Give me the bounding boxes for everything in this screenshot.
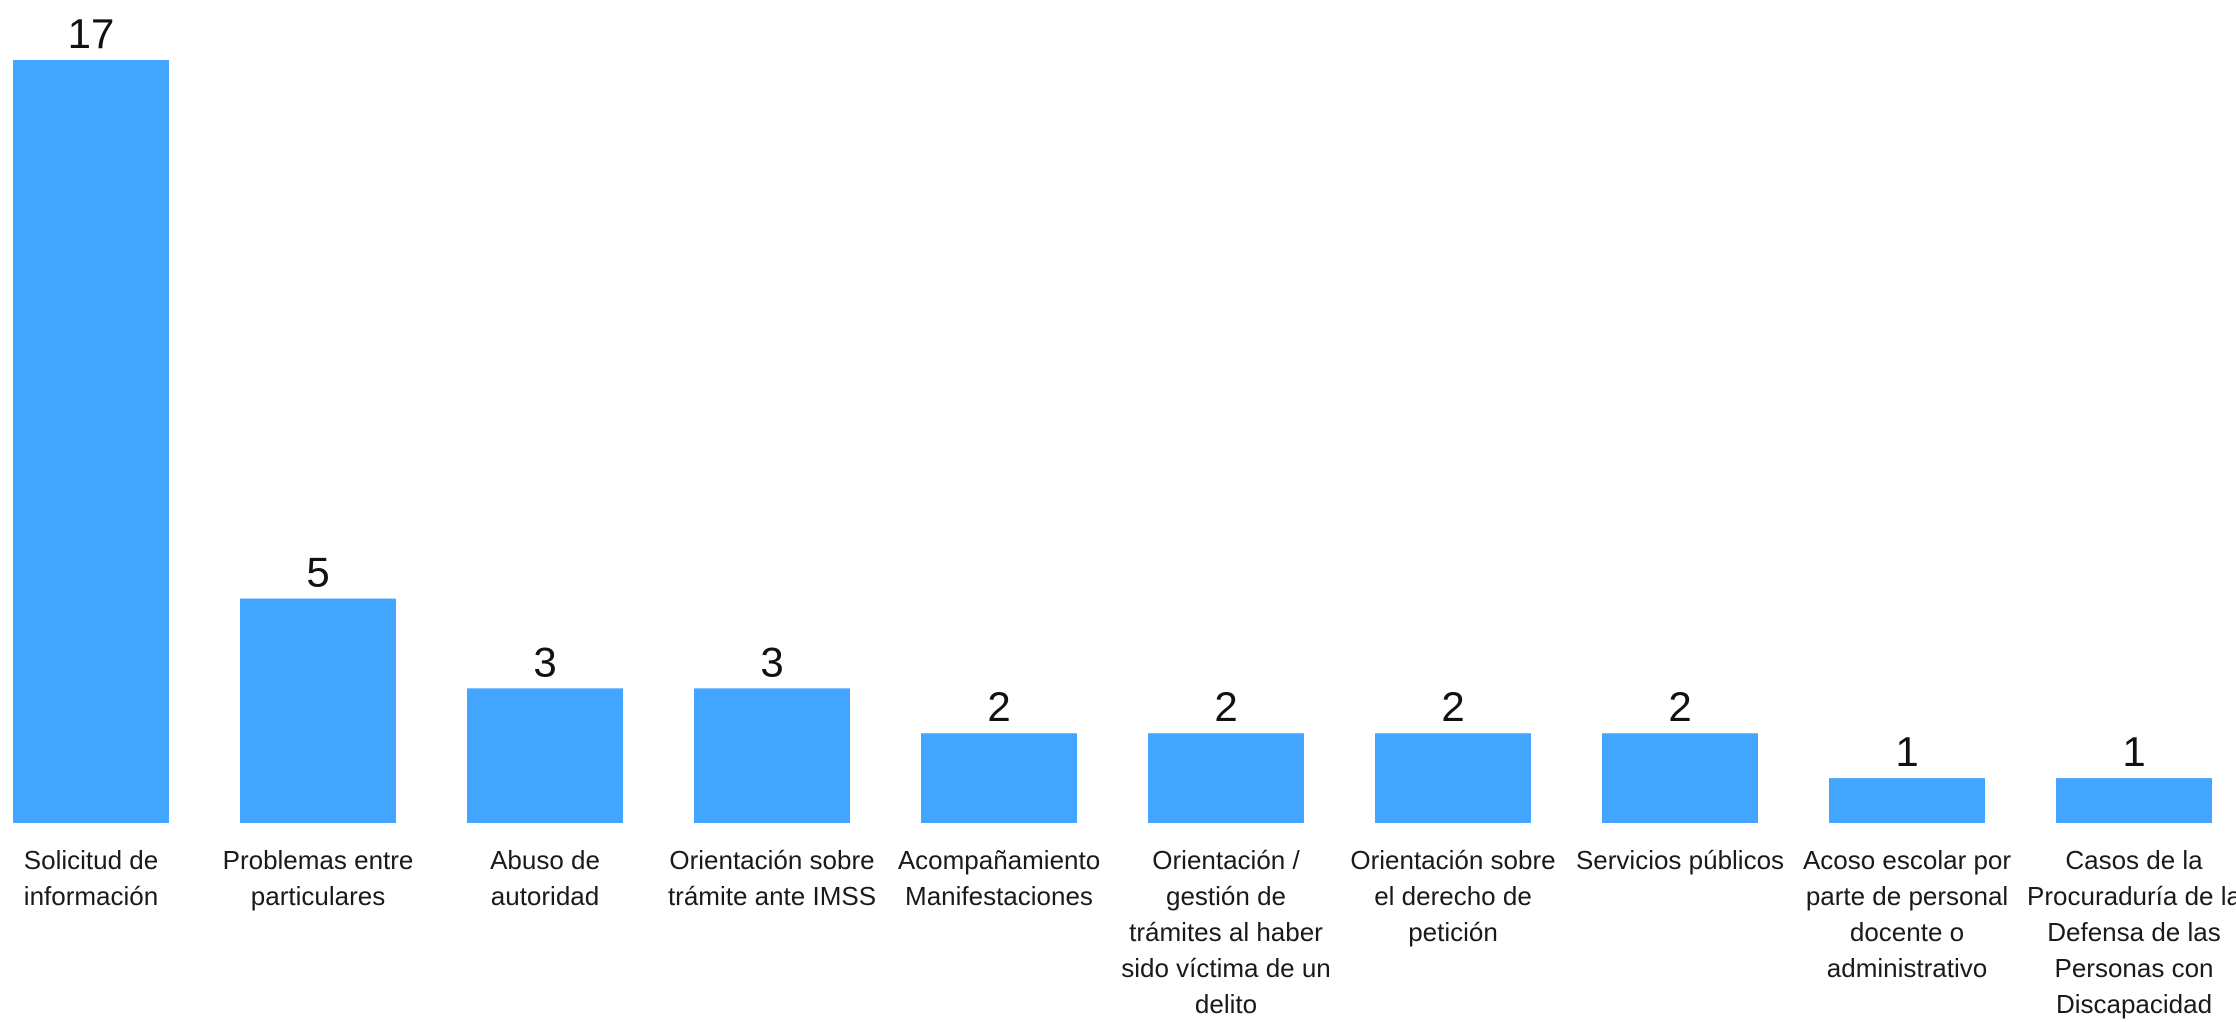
category-label: Servicios públicos <box>1573 842 1788 878</box>
category-label: Acoso escolar por parte de personal doce… <box>1800 842 2015 986</box>
category-label: Acompañamiento Manifestaciones <box>892 842 1107 914</box>
category-label: Casos de la Procuraduría de la Defensa d… <box>2027 842 2236 1022</box>
category-label: Solicitud de información <box>0 842 199 914</box>
category-label: Orientación sobre el derecho de petición <box>1346 842 1561 950</box>
category-label: Abuso de autoridad <box>438 842 653 914</box>
category-label: Problemas entre particulares <box>211 842 426 914</box>
category-label: Orientación sobre trámite ante IMSS <box>665 842 880 914</box>
category-label: Orientación / gestión de trámites al hab… <box>1119 842 1334 1022</box>
